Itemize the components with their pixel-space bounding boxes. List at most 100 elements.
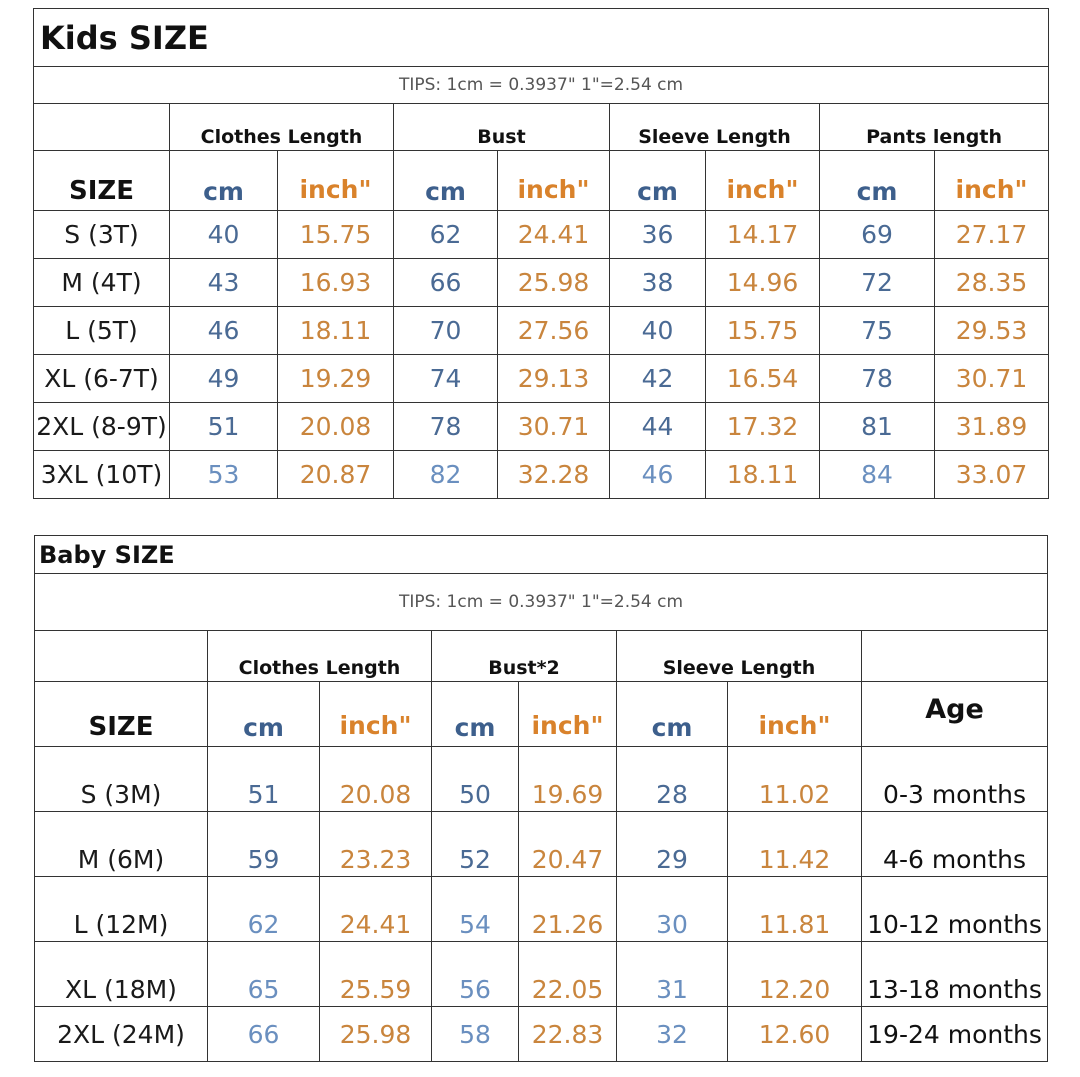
clothes-length-inch: 23.23: [319, 811, 432, 877]
kids-group-clothes-length: Clothes Length: [169, 103, 394, 151]
sleeve-length-cm: 44: [609, 402, 706, 451]
kids-unit-cm: cm: [819, 150, 935, 211]
kids-group-bust: Bust: [393, 103, 610, 151]
kids-table-row: XL (6-7T) 49 19.29 74 29.13 42 16.54 78 …: [33, 354, 1050, 403]
kids-table-title: Kids SIZE: [32, 8, 1050, 67]
bust-cm: 82: [393, 450, 498, 499]
sleeve-length-inch: 11.81: [727, 876, 862, 942]
bust-inch: 30.71: [497, 402, 610, 451]
sleeve-length-cm: 30: [616, 876, 728, 942]
bust-inch: 27.56: [497, 306, 610, 355]
pants-length-cm: 78: [819, 354, 935, 403]
clothes-length-cm: 65: [207, 941, 320, 1007]
bust-cm: 56: [431, 941, 519, 1007]
clothes-length-cm: 49: [169, 354, 278, 403]
sleeve-length-cm: 31: [616, 941, 728, 1007]
pants-length-cm: 81: [819, 402, 935, 451]
clothes-length-inch: 20.87: [277, 450, 394, 499]
sleeve-length-cm: 42: [609, 354, 706, 403]
pants-length-inch: 33.07: [933, 450, 1050, 499]
baby-conversion-tips: TIPS: 1cm = 0.3937" 1"=2.54 cm: [33, 573, 1049, 631]
baby-unit-inch: inch": [319, 681, 432, 747]
bust-cm: 74: [393, 354, 498, 403]
age-range: 19-24 months: [860, 1006, 1049, 1062]
bust-cm: 54: [431, 876, 519, 942]
sleeve-length-inch: 11.02: [727, 746, 862, 812]
bust-cm: 52: [431, 811, 519, 877]
size-label: S (3T): [33, 210, 170, 259]
clothes-length-cm: 66: [207, 1006, 320, 1062]
bust-inch: 24.41: [497, 210, 610, 259]
bust-inch: 29.13: [497, 354, 610, 403]
baby-table-row: 2XL (24M) 66 25.98 58 22.83 32 12.60 19-…: [34, 1006, 1049, 1062]
bust-cm: 70: [393, 306, 498, 355]
kids-size-header: SIZE: [33, 150, 170, 211]
size-label: S (3M): [34, 746, 208, 812]
sleeve-length-inch: 15.75: [705, 306, 820, 355]
clothes-length-cm: 59: [207, 811, 320, 877]
clothes-length-cm: 62: [207, 876, 320, 942]
pants-length-inch: 29.53: [933, 306, 1050, 355]
clothes-length-inch: 25.59: [319, 941, 432, 1007]
kids-group-pants-length: Pants length: [818, 103, 1050, 151]
baby-header-corner: [34, 630, 208, 682]
pants-length-inch: 30.71: [933, 354, 1050, 403]
kids-unit-cm: cm: [393, 150, 498, 211]
size-label: 2XL (8-9T): [33, 402, 170, 451]
clothes-length-inch: 20.08: [277, 402, 394, 451]
kids-unit-cm: cm: [609, 150, 706, 211]
pants-length-cm: 75: [819, 306, 935, 355]
kids-unit-inch: inch": [705, 150, 820, 211]
kids-group-sleeve-length: Sleeve Length: [609, 103, 820, 151]
bust-cm: 50: [431, 746, 519, 812]
baby-table-title: Baby SIZE: [33, 535, 1049, 574]
size-label: M (4T): [33, 258, 170, 307]
baby-unit-inch: inch": [518, 681, 617, 747]
kids-unit-inch: inch": [277, 150, 394, 211]
age-range: 0-3 months: [860, 746, 1049, 812]
bust-cm: 58: [431, 1006, 519, 1062]
sleeve-length-inch: 18.11: [705, 450, 820, 499]
baby-size-header: SIZE: [34, 681, 208, 747]
clothes-length-cm: 51: [169, 402, 278, 451]
clothes-length-inch: 25.98: [319, 1006, 432, 1062]
kids-unit-cm: cm: [169, 150, 278, 211]
baby-table-row: M (6M) 59 23.23 52 20.47 29 11.42 4-6 mo…: [34, 811, 1049, 877]
sleeve-length-cm: 40: [609, 306, 706, 355]
sleeve-length-inch: 11.42: [727, 811, 862, 877]
bust-inch: 22.05: [518, 941, 617, 1007]
size-label: L (5T): [33, 306, 170, 355]
baby-unit-inch: inch": [727, 681, 862, 747]
sleeve-length-cm: 36: [609, 210, 706, 259]
age-range: 13-18 months: [860, 941, 1049, 1007]
baby-unit-cm: cm: [431, 681, 519, 747]
sleeve-length-cm: 38: [609, 258, 706, 307]
size-label: XL (18M): [34, 941, 208, 1007]
baby-unit-cm: cm: [207, 681, 320, 747]
clothes-length-inch: 18.11: [277, 306, 394, 355]
size-label: XL (6-7T): [33, 354, 170, 403]
bust-inch: 22.83: [518, 1006, 617, 1062]
bust-inch: 19.69: [518, 746, 617, 812]
bust-inch: 25.98: [497, 258, 610, 307]
size-label: 2XL (24M): [34, 1006, 208, 1062]
bust-inch: 21.26: [518, 876, 617, 942]
pants-length-inch: 27.17: [933, 210, 1050, 259]
kids-conversion-tips: TIPS: 1cm = 0.3937" 1"=2.54 cm: [32, 66, 1050, 104]
baby-age-corner: [860, 630, 1049, 682]
sleeve-length-cm: 32: [616, 1006, 728, 1062]
baby-table-row: XL (18M) 65 25.59 56 22.05 31 12.20 13-1…: [34, 941, 1049, 1007]
clothes-length-inch: 16.93: [277, 258, 394, 307]
bust-cm: 78: [393, 402, 498, 451]
bust-inch: 20.47: [518, 811, 617, 877]
clothes-length-cm: 43: [169, 258, 278, 307]
baby-unit-cm: cm: [616, 681, 728, 747]
age-range: 10-12 months: [860, 876, 1049, 942]
kids-table-row: M (4T) 43 16.93 66 25.98 38 14.96 72 28.…: [33, 258, 1050, 307]
baby-group-sleeve-length: Sleeve Length: [616, 630, 862, 682]
sleeve-length-inch: 12.20: [727, 941, 862, 1007]
sleeve-length-cm: 29: [616, 811, 728, 877]
baby-size-table: Baby SIZE TIPS: 1cm = 0.3937" 1"=2.54 cm…: [33, 535, 1049, 1062]
kids-unit-inch: inch": [497, 150, 610, 211]
clothes-length-cm: 46: [169, 306, 278, 355]
